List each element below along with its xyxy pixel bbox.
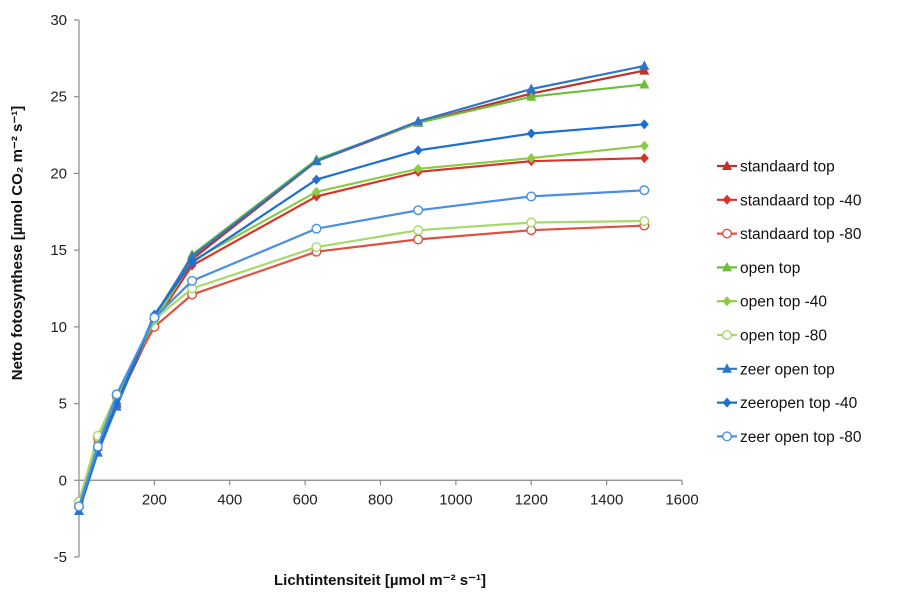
legend-label: zeer open top -80 bbox=[740, 429, 862, 446]
legend-label: open top -40 bbox=[740, 294, 827, 311]
data-point bbox=[639, 78, 650, 89]
series-line bbox=[77, 83, 645, 506]
legend-item: zeer open top bbox=[717, 361, 835, 378]
data-point bbox=[526, 153, 536, 164]
legend-item: standaard top -40 bbox=[717, 192, 862, 209]
legend-marker bbox=[722, 296, 732, 307]
data-point bbox=[413, 145, 423, 156]
y-tick-label: 15 bbox=[50, 242, 67, 259]
data-point bbox=[311, 155, 322, 166]
y-axis-ticks: -5 0 5 10 15 20 25 30 bbox=[50, 12, 79, 566]
legend-item: zeeropen top -40 bbox=[717, 395, 858, 412]
data-point bbox=[413, 205, 424, 216]
series-8 bbox=[74, 119, 649, 513]
data-point bbox=[639, 153, 649, 164]
data-point bbox=[526, 91, 537, 101]
data-point bbox=[413, 225, 424, 236]
x-tick-label: 1000 bbox=[439, 491, 472, 508]
series-2 bbox=[74, 153, 649, 509]
data-point bbox=[187, 275, 198, 286]
legend-item: open top -40 bbox=[717, 294, 827, 311]
y-tick-label: 20 bbox=[50, 165, 67, 182]
x-tick-label: 800 bbox=[368, 491, 393, 508]
data-point bbox=[187, 250, 198, 261]
legend-marker bbox=[722, 363, 732, 373]
legend-marker bbox=[722, 160, 732, 170]
legend-label: standaard top -80 bbox=[740, 226, 862, 243]
series-layer bbox=[73, 60, 650, 515]
legend-item: standaard top -80 bbox=[717, 226, 862, 243]
data-point bbox=[526, 83, 537, 94]
y-tick-label: 5 bbox=[59, 396, 67, 413]
legend-label: standaard top -40 bbox=[740, 192, 862, 209]
y-axis-title: Netto fotosynthese [µmol CO₂ m⁻² s⁻¹] bbox=[9, 106, 26, 380]
data-point bbox=[149, 312, 160, 323]
series-line bbox=[77, 219, 645, 503]
x-axis-title: Lichtintensiteit [µmol m⁻² s⁻¹] bbox=[274, 572, 486, 589]
data-point bbox=[639, 60, 650, 71]
x-tick-label: 400 bbox=[217, 491, 242, 508]
legend-label: open top bbox=[740, 260, 800, 277]
x-tick-label: 1600 bbox=[665, 491, 698, 508]
series-6 bbox=[73, 215, 650, 507]
data-point bbox=[187, 257, 197, 268]
data-point bbox=[526, 128, 536, 139]
series-5 bbox=[74, 140, 649, 509]
x-tick-label: 600 bbox=[293, 491, 318, 508]
x-tick-label: 1400 bbox=[590, 491, 623, 508]
x-tick-label: 1200 bbox=[515, 491, 548, 508]
series-9 bbox=[73, 185, 650, 512]
legend-marker bbox=[722, 330, 733, 341]
legend-label: standaard top bbox=[740, 159, 835, 176]
data-point bbox=[111, 389, 122, 400]
legend-label: zeeropen top -40 bbox=[740, 395, 858, 412]
legend-marker bbox=[722, 194, 732, 205]
data-point bbox=[311, 242, 322, 253]
data-point bbox=[92, 441, 103, 452]
x-axis-ticks: 200 400 600 800 1000 1200 1400 1600 bbox=[142, 480, 699, 508]
y-tick-label: 30 bbox=[50, 12, 67, 29]
series-line bbox=[77, 157, 645, 504]
legend: standaard top standaard top -40 standaard … bbox=[717, 159, 862, 446]
data-point bbox=[639, 140, 649, 151]
legend-marker bbox=[722, 431, 733, 442]
series-line bbox=[77, 224, 645, 503]
legend-marker bbox=[722, 261, 732, 272]
data-point bbox=[413, 234, 424, 245]
data-point bbox=[526, 191, 537, 202]
data-point bbox=[639, 185, 650, 196]
legend-label: zeer open top bbox=[740, 361, 835, 378]
series-line bbox=[77, 144, 645, 504]
data-point bbox=[639, 119, 649, 130]
series-3 bbox=[73, 220, 650, 507]
legend-label: open top -80 bbox=[740, 328, 827, 345]
data-point bbox=[311, 186, 321, 197]
legend-item: open top bbox=[717, 260, 800, 277]
series-line bbox=[77, 69, 645, 506]
y-tick-label: 25 bbox=[50, 89, 67, 106]
y-tick-label: 0 bbox=[59, 472, 67, 489]
legend-item: open top -80 bbox=[717, 328, 827, 345]
data-point bbox=[639, 215, 650, 226]
series-7 bbox=[74, 60, 650, 515]
legend-item: standaard top bbox=[717, 159, 835, 176]
legend-item: zeer open top -80 bbox=[717, 429, 862, 446]
axes bbox=[78, 20, 682, 557]
data-point bbox=[413, 163, 423, 174]
data-point bbox=[526, 217, 537, 228]
y-tick-label: -5 bbox=[54, 549, 67, 566]
data-point bbox=[311, 223, 322, 234]
y-tick-label: 10 bbox=[50, 319, 67, 336]
data-point bbox=[413, 115, 424, 126]
x-tick-label: 200 bbox=[142, 491, 167, 508]
legend-marker bbox=[722, 397, 732, 408]
data-point bbox=[73, 501, 84, 512]
legend-marker bbox=[722, 228, 733, 239]
series-line bbox=[77, 189, 645, 507]
series-line bbox=[77, 64, 645, 512]
data-point bbox=[311, 174, 321, 185]
